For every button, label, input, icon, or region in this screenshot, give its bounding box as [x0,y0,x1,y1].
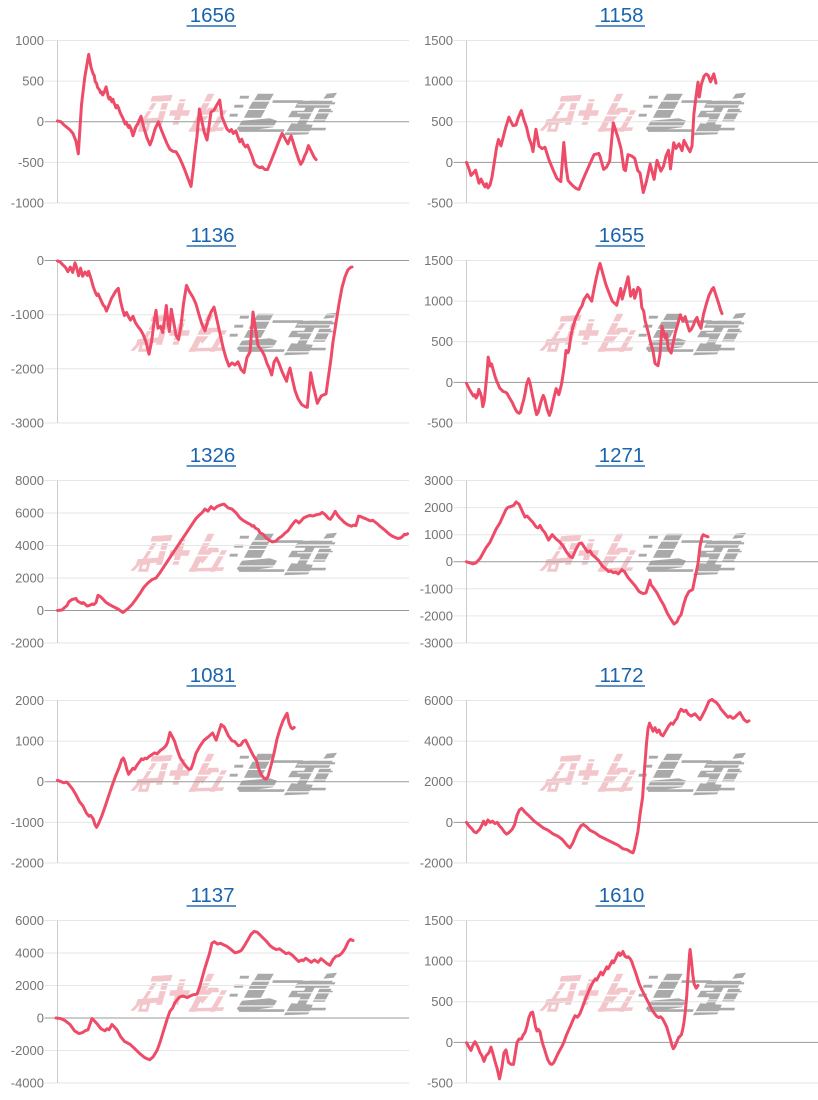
svg-text:-1000: -1000 [11,815,44,830]
svg-text:1656: 1656 [190,4,236,27]
svg-text:1500: 1500 [424,913,453,928]
svg-text:2000: 2000 [424,774,453,789]
svg-text:-2000: -2000 [420,856,453,871]
svg-text:-500: -500 [427,416,453,431]
svg-text:1000: 1000 [424,527,453,542]
svg-text:-500: -500 [18,155,44,170]
svg-text:1655: 1655 [599,224,645,247]
svg-text:2000: 2000 [15,978,44,993]
svg-text:-1000: -1000 [11,196,44,211]
svg-text:1158: 1158 [599,4,643,27]
svg-text:-2000: -2000 [420,608,453,623]
svg-text:-2000: -2000 [11,636,44,651]
svg-text:4000: 4000 [15,538,44,553]
svg-text:0: 0 [37,1011,44,1026]
svg-text:1000: 1000 [424,294,453,309]
svg-text:4000: 4000 [424,734,453,749]
svg-text:4000: 4000 [15,946,44,961]
svg-text:-3000: -3000 [420,636,453,651]
svg-text:1000: 1000 [424,954,453,969]
svg-text:0: 0 [37,603,44,618]
svg-text:500: 500 [431,114,453,129]
svg-text:1610: 1610 [599,884,645,907]
svg-text:8000: 8000 [15,473,44,488]
svg-text:0: 0 [446,155,453,170]
svg-text:0: 0 [446,1035,453,1050]
svg-text:-500: -500 [427,1076,453,1091]
svg-text:2000: 2000 [424,500,453,515]
svg-text:500: 500 [431,994,453,1009]
svg-text:0: 0 [446,375,453,390]
svg-text:-500: -500 [427,196,453,211]
svg-text:-3000: -3000 [11,416,44,431]
svg-text:1081: 1081 [190,664,236,687]
svg-text:0: 0 [37,253,44,268]
svg-text:6000: 6000 [424,693,453,708]
svg-text:-2000: -2000 [11,1043,44,1058]
svg-text:6000: 6000 [15,913,44,928]
svg-text:1136: 1136 [190,224,234,247]
svg-text:0: 0 [446,554,453,569]
svg-text:1500: 1500 [424,253,453,268]
svg-text:1000: 1000 [15,33,44,48]
svg-text:1500: 1500 [424,33,453,48]
svg-text:2000: 2000 [15,571,44,586]
svg-text:-1000: -1000 [420,581,453,596]
svg-text:3000: 3000 [424,473,453,488]
svg-text:-2000: -2000 [11,361,44,376]
svg-text:500: 500 [22,74,44,89]
svg-text:-2000: -2000 [11,856,44,871]
svg-text:1271: 1271 [599,444,645,467]
svg-text:1172: 1172 [599,664,643,687]
svg-text:-4000: -4000 [11,1076,44,1091]
svg-text:2000: 2000 [15,693,44,708]
svg-text:1000: 1000 [424,74,453,89]
svg-text:0: 0 [37,114,44,129]
svg-text:1326: 1326 [190,444,236,467]
svg-text:6000: 6000 [15,506,44,521]
svg-text:1137: 1137 [190,884,234,907]
svg-text:0: 0 [37,774,44,789]
svg-text:-1000: -1000 [11,307,44,322]
svg-text:1000: 1000 [15,734,44,749]
svg-text:0: 0 [446,815,453,830]
svg-text:500: 500 [431,334,453,349]
